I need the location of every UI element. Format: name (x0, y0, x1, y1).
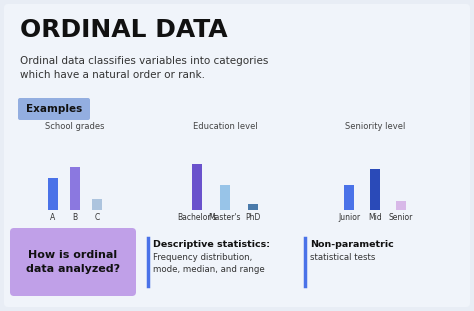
Bar (92, 198, 102, 210)
Text: Seniority level: Seniority level (345, 122, 405, 131)
Bar (70, 167, 80, 210)
Text: Mid: Mid (368, 213, 382, 222)
Text: B: B (73, 213, 78, 222)
Bar (192, 164, 202, 210)
Bar (220, 185, 230, 210)
Text: Frequency distribution,
mode, median, and range: Frequency distribution, mode, median, an… (153, 253, 265, 274)
Text: Examples: Examples (26, 104, 82, 114)
Text: Education level: Education level (192, 122, 257, 131)
Bar (344, 185, 354, 210)
Text: A: A (50, 213, 55, 222)
Text: C: C (94, 213, 100, 222)
Text: How is ordinal
data analyzed?: How is ordinal data analyzed? (26, 250, 120, 274)
FancyBboxPatch shape (10, 228, 136, 296)
FancyBboxPatch shape (4, 4, 470, 307)
Bar (48, 178, 58, 210)
Text: Junior: Junior (338, 213, 360, 222)
Text: PhD: PhD (246, 213, 261, 222)
Text: statistical tests: statistical tests (310, 253, 375, 262)
Text: School grades: School grades (45, 122, 105, 131)
Text: Descriptive statistics:: Descriptive statistics: (153, 240, 270, 249)
Text: Bachelor's: Bachelor's (177, 213, 217, 222)
Text: Master's: Master's (209, 213, 241, 222)
Text: Ordinal data classifies variables into categories
which have a natural order or : Ordinal data classifies variables into c… (20, 56, 268, 81)
Text: Non-parametric: Non-parametric (310, 240, 394, 249)
Text: Senior: Senior (389, 213, 413, 222)
Bar (370, 169, 380, 210)
Text: ORDINAL DATA: ORDINAL DATA (20, 18, 228, 42)
FancyBboxPatch shape (18, 98, 90, 120)
Bar (396, 201, 406, 210)
Bar (248, 204, 258, 210)
